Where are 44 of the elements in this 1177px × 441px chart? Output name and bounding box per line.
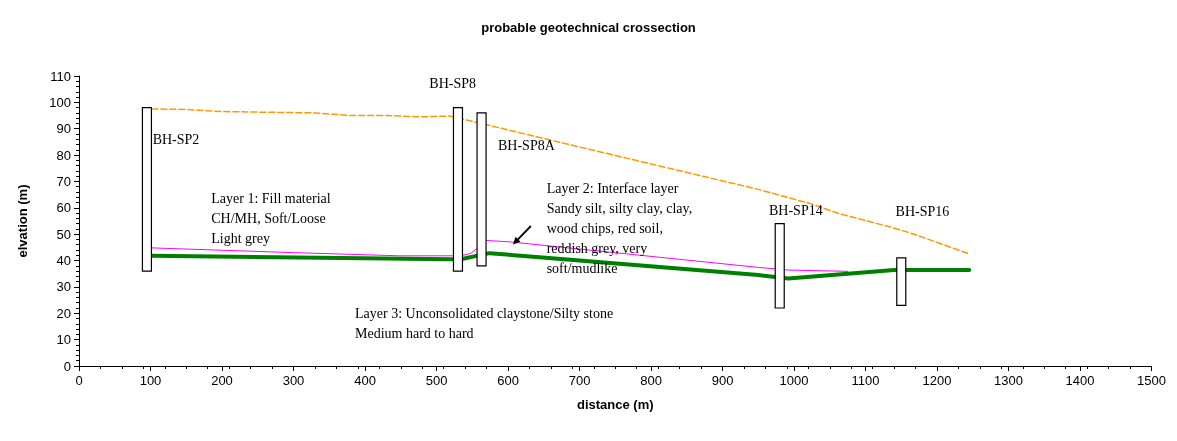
annotation: Layer 1: Fill material CH/MH, Soft/Loose Light grey bbox=[211, 191, 331, 247]
annotation: BH-SP14 bbox=[769, 202, 823, 218]
bar bbox=[774, 223, 785, 309]
y-tick-label: 0 bbox=[63, 358, 71, 374]
annotation: BH-SP8A bbox=[498, 138, 556, 154]
x-tick-label: 400 bbox=[354, 373, 376, 388]
x-tick-label: 1300 bbox=[994, 373, 1023, 388]
y-tick-label: 90 bbox=[56, 121, 71, 137]
x-tick-label: 1200 bbox=[922, 373, 952, 388]
x-tick-label: 700 bbox=[568, 373, 591, 388]
annotation: BH-SP16 bbox=[895, 204, 950, 220]
line-series bbox=[151, 108, 970, 255]
x-tick-label: 200 bbox=[211, 373, 233, 388]
y-tick-label: 20 bbox=[56, 305, 71, 321]
y-tick-label: 80 bbox=[56, 147, 71, 163]
x-axis-title: distance (m) bbox=[576, 397, 654, 412]
x-tick-label: 900 bbox=[711, 373, 734, 388]
y-tick-label: 10 bbox=[56, 332, 71, 348]
x-tick-label: 1400 bbox=[1065, 373, 1095, 388]
y-tick-label: 100 bbox=[49, 94, 71, 110]
x-tick-label: 500 bbox=[425, 373, 448, 388]
bar bbox=[476, 112, 487, 267]
y-tick-label: 60 bbox=[56, 200, 71, 216]
bar bbox=[452, 107, 464, 272]
annotation: BH-SP8 bbox=[429, 76, 477, 92]
x-tick-label: 800 bbox=[640, 373, 662, 388]
bar bbox=[141, 107, 153, 272]
x-tick-label: 100 bbox=[139, 373, 162, 388]
x-tick-label: 600 bbox=[497, 373, 519, 388]
y-axis-title: elvation (m) bbox=[15, 184, 30, 258]
bar bbox=[896, 257, 907, 306]
x-tick-label: 0 bbox=[75, 373, 83, 388]
y-tick-label: 110 bbox=[50, 68, 71, 84]
x-tick-label: 1000 bbox=[779, 373, 809, 388]
y-tick-label: 70 bbox=[56, 173, 71, 189]
y-tick-label: 30 bbox=[56, 279, 71, 295]
chart-title: probable geotechnical crossection bbox=[481, 20, 696, 35]
annotation: Layer 3: Unconsolidated claystone/Silty stone Medium hard to hard bbox=[355, 306, 614, 342]
x-tick-label: 1500 bbox=[1137, 373, 1166, 388]
annotation: BH-SP2 bbox=[152, 131, 200, 147]
x-tick-label: 1100 bbox=[851, 373, 880, 388]
y-tick-label: 40 bbox=[56, 253, 71, 269]
y-tick-label: 50 bbox=[56, 226, 71, 242]
x-tick-label: 300 bbox=[282, 373, 305, 388]
